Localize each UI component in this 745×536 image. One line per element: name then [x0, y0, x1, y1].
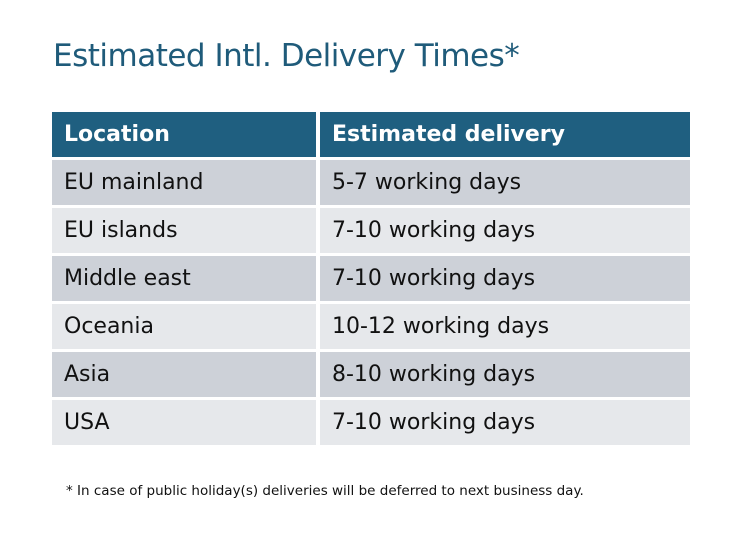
- table-row: Middle east 7-10 working days: [52, 256, 690, 301]
- location-cell: Oceania: [52, 304, 316, 349]
- location-cell: Middle east: [52, 256, 316, 301]
- table-row: Oceania 10-12 working days: [52, 304, 690, 349]
- location-cell: EU islands: [52, 208, 316, 253]
- table-row: EU mainland 5-7 working days: [52, 160, 690, 205]
- delivery-cell: 7-10 working days: [320, 256, 690, 301]
- location-cell: USA: [52, 400, 316, 445]
- table-row: Asia 8-10 working days: [52, 352, 690, 397]
- delivery-cell: 10-12 working days: [320, 304, 690, 349]
- table-header-row: Location Estimated delivery: [52, 112, 690, 157]
- table-row: EU islands 7-10 working days: [52, 208, 690, 253]
- delivery-cell: 8-10 working days: [320, 352, 690, 397]
- delivery-cell: 7-10 working days: [320, 208, 690, 253]
- header-location: Location: [52, 112, 316, 157]
- location-cell: Asia: [52, 352, 316, 397]
- delivery-cell: 5-7 working days: [320, 160, 690, 205]
- delivery-cell: 7-10 working days: [320, 400, 690, 445]
- table-row: USA 7-10 working days: [52, 400, 690, 445]
- delivery-table: Location Estimated delivery EU mainland 5…: [48, 109, 694, 448]
- footnote: * In case of public holiday(s) deliverie…: [66, 483, 584, 499]
- location-cell: EU mainland: [52, 160, 316, 205]
- header-estimated-delivery: Estimated delivery: [320, 112, 690, 157]
- page-title: Estimated Intl. Delivery Times*: [53, 38, 520, 74]
